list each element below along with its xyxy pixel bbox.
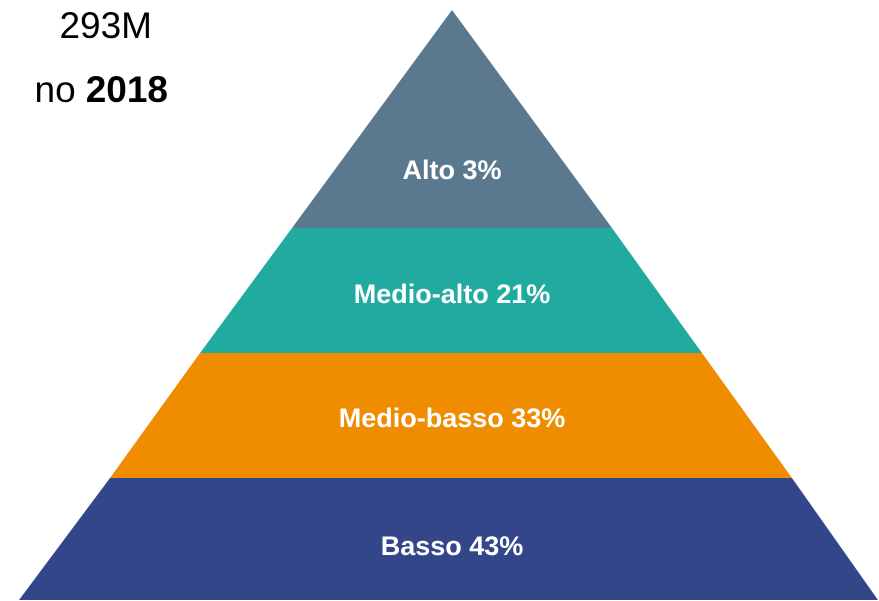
layer-label: Basso 43%	[381, 531, 524, 561]
layer-upper-middle	[200, 228, 702, 353]
layer-lower-middle	[110, 353, 792, 478]
header-line1: 293M	[59, 5, 152, 46]
layer-label: Alto 3%	[402, 155, 501, 185]
header-line2-bold: 2018	[86, 69, 168, 110]
layer-top	[292, 10, 612, 228]
layer-label: Medio-basso 33%	[339, 403, 566, 433]
layer-label: Medio-alto 21%	[354, 279, 551, 309]
header-line2: no 2018	[35, 69, 168, 110]
header-line2-prefix: no	[35, 69, 76, 110]
layer-base	[19, 478, 878, 600]
